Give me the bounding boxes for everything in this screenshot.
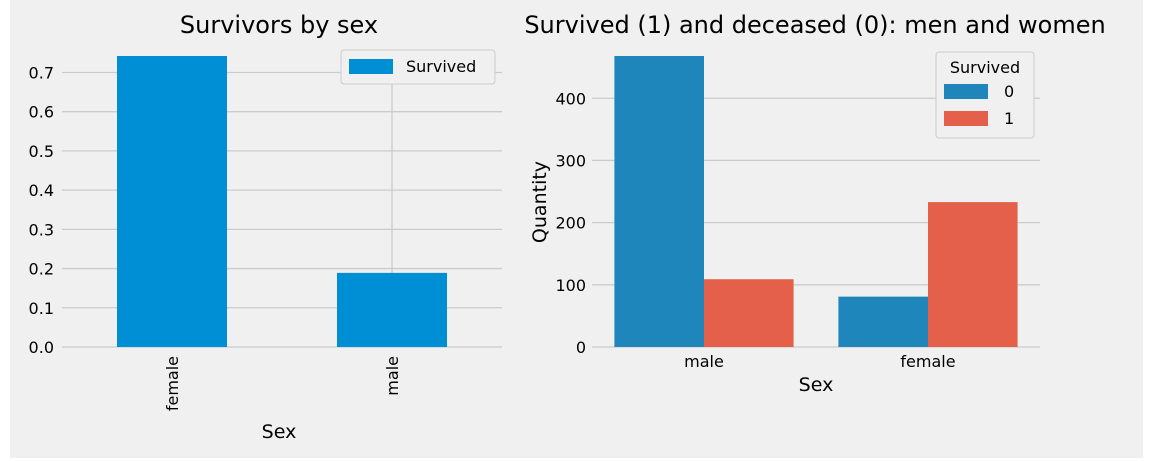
chart1-y-tick-label: 0.2 [29, 260, 54, 279]
chart2-y-tick-label: 400 [555, 89, 586, 108]
chart1-y-tick-label: 0.7 [29, 63, 54, 82]
chart2-bar-female-survived-0 [838, 296, 928, 347]
chart2-title: Survived (1) and deceased (0): men and w… [524, 11, 1105, 39]
chart-survived-deceased-men-women: Survived (1) and deceased (0): men and w… [524, 11, 1105, 396]
chart2-y-tick-label: 200 [555, 214, 586, 233]
chart1-y-tick-label: 0.4 [29, 181, 54, 200]
chart1-legend: Survived [340, 49, 496, 85]
chart2-y-tick-label: 0 [576, 338, 586, 357]
chart2-legend-label-0: 0 [1004, 82, 1014, 101]
chart2-x-tick-label: male [684, 352, 724, 371]
chart1-x-tick-labels: female male [163, 356, 402, 411]
chart1-title: Survivors by sex [180, 11, 378, 39]
chart2-legend-swatch-0 [944, 84, 988, 99]
chart1-bar-male [337, 272, 447, 347]
chart1-bars [117, 56, 447, 347]
chart2-x-tick-labels: male female [684, 352, 955, 371]
chart1-y-tick-label: 0.5 [29, 142, 54, 161]
chart1-y-tick-label: 0.3 [29, 220, 54, 239]
chart2-bar-male-survived-0 [614, 56, 704, 347]
chart2-x-axis-label: Sex [799, 374, 834, 396]
chart2-y-tick-label: 100 [555, 276, 586, 295]
chart2-legend-label-1: 1 [1004, 109, 1014, 128]
chart1-x-axis-label: Sex [262, 421, 297, 443]
chart1-x-tick-label: male [383, 356, 402, 396]
chart1-legend-swatch-survived [349, 59, 393, 74]
chart2-legend-title: Survived [950, 58, 1020, 77]
chart2-x-tick-label: female [900, 352, 955, 371]
chart1-x-tick-label: female [163, 356, 182, 411]
chart2-y-tick-labels: 0 100 200 300 400 [555, 89, 586, 357]
chart2-legend: Survived 0 1 [935, 51, 1035, 139]
chart2-bar-male-survived-1 [704, 279, 794, 347]
chart2-y-tick-label: 300 [555, 151, 586, 170]
chart1-y-tick-label: 0.0 [29, 338, 54, 357]
chart1-y-tick-label: 0.6 [29, 103, 54, 122]
chart-survivors-by-sex: Survivors by sex 0.00.10.20.30.40.50.60.… [29, 11, 502, 443]
chart2-y-axis-label: Quantity [529, 161, 551, 243]
chart2-legend-swatch-1 [944, 111, 988, 126]
chart1-y-tick-labels: 0.0 0.1 0.2 0.3 0.4 0.5 0.6 0.7 [29, 63, 54, 357]
chart2-bar-female-survived-1 [928, 202, 1018, 347]
chart1-bar-female [117, 56, 227, 347]
chart1-y-tick-label: 0.1 [29, 299, 54, 318]
chart2-bars [614, 56, 1018, 347]
chart1-legend-box [340, 49, 496, 85]
chart1-legend-label-survived: Survived [406, 57, 476, 76]
